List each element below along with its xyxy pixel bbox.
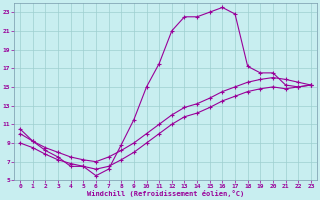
X-axis label: Windchill (Refroidissement éolien,°C): Windchill (Refroidissement éolien,°C)	[87, 190, 244, 197]
